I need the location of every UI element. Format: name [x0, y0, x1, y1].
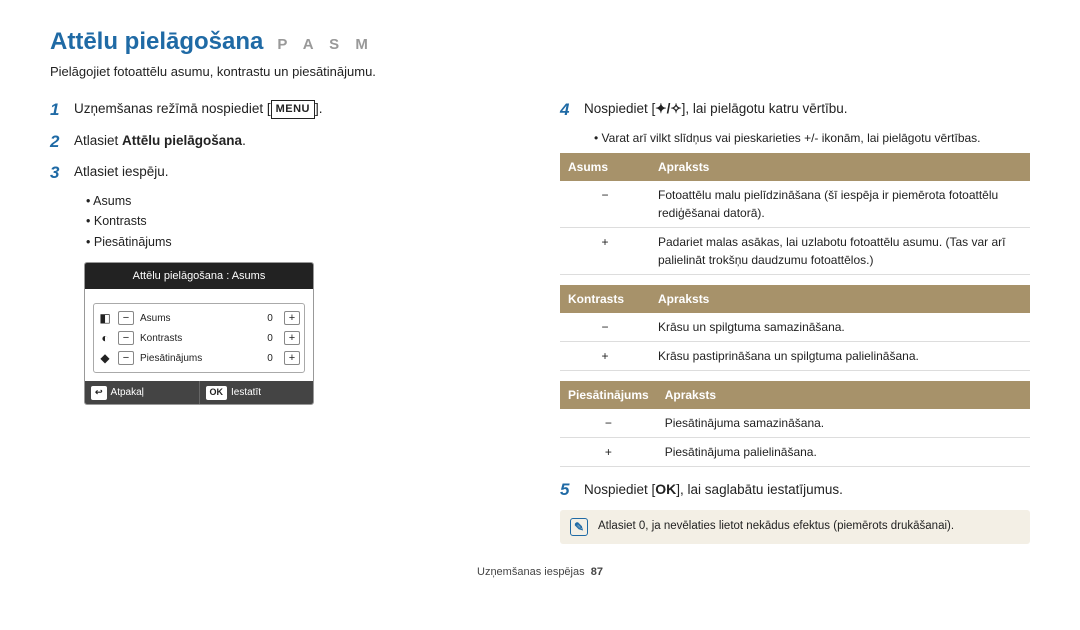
- menu-icon: MENU: [271, 100, 315, 119]
- back-key-icon: ↩: [91, 386, 107, 400]
- plus-button[interactable]: +: [284, 311, 300, 325]
- row-label: Piesātinājums: [140, 351, 256, 366]
- table-row: +Piesātinājuma palielināšana.: [560, 437, 1030, 466]
- table-row: +Padariet malas asākas, lai uzlabotu fot…: [560, 227, 1030, 274]
- minus-button[interactable]: −: [118, 311, 134, 325]
- step-number: 4: [560, 97, 576, 123]
- step-text: Nospiediet [: [584, 101, 655, 116]
- info-note: ✎ Atlasiet 0, ja nevēlaties lietot nekād…: [560, 510, 1030, 544]
- step-number: 2: [50, 129, 66, 155]
- cell-desc: Piesātinājuma samazināšana.: [657, 409, 1030, 438]
- table-row: −Krāsu un spilgtuma samazināšana.: [560, 313, 1030, 342]
- step-text-bold: Attēlu pielāgošana: [122, 133, 242, 148]
- minus-button[interactable]: −: [118, 351, 134, 365]
- screenshot-footer: ↩ Atpakaļ OKIestatīt: [85, 381, 313, 404]
- list-item: Piesātinājums: [86, 233, 520, 252]
- cell-sign: +: [560, 227, 650, 274]
- plus-button[interactable]: +: [284, 331, 300, 345]
- table-contrast: KontrastsApraksts −Krāsu un spilgtuma sa…: [560, 285, 1030, 371]
- cell-desc: Fotoattēlu malu pielīdzināšana (šī iespē…: [650, 181, 1030, 228]
- th-option: Piesātinājums: [560, 381, 657, 409]
- th-option: Kontrasts: [560, 285, 650, 313]
- mode-indicator: P A S M: [277, 36, 373, 53]
- adjust-row-saturation: ◆ − Piesātinājums 0 +: [98, 348, 300, 368]
- step-text: ].: [315, 101, 323, 116]
- note-icon: ✎: [570, 518, 588, 536]
- adjust-panel: ◧ − Asums 0 + ◐ − Kontrasts 0 +: [93, 303, 305, 373]
- row-value: 0: [262, 351, 278, 366]
- list-item: Asums: [86, 192, 520, 211]
- table-row: −Piesātinājuma samazināšana.: [560, 409, 1030, 438]
- row-label: Asums: [140, 311, 256, 326]
- step-text: Nospiediet [: [584, 482, 655, 497]
- screenshot-header: Attēlu pielāgošana : Asums: [85, 263, 313, 290]
- option-list: Asums Kontrasts Piesātinājums: [86, 192, 520, 252]
- ok-label: Iestatīt: [231, 385, 261, 400]
- camera-screenshot: Attēlu pielāgošana : Asums ◧ − Asums 0 +…: [84, 262, 314, 406]
- minus-button[interactable]: −: [118, 331, 134, 345]
- back-label: Atpakaļ: [111, 385, 144, 400]
- adjust-row-contrast: ◐ − Kontrasts 0 +: [98, 328, 300, 348]
- sharpness-icon: ◧: [98, 309, 112, 327]
- th-desc: Apraksts: [650, 285, 1030, 313]
- step-2: 2 Atlasiet Attēlu pielāgošana.: [50, 129, 520, 155]
- step-text: Atlasiet iespēju.: [74, 160, 169, 182]
- table-sharpness: AsumsApraksts −Fotoattēlu malu pielīdzin…: [560, 153, 1030, 275]
- step-1: 1 Uzņemšanas režīmā nospiediet [MENU].: [50, 97, 520, 123]
- row-label: Kontrasts: [140, 331, 256, 346]
- page-subtitle: Pielāgojiet fotoattēlu asumu, kontrastu …: [50, 64, 1030, 79]
- step-4: 4 Nospiediet [✦/✧], lai pielāgotu katru …: [560, 97, 1030, 123]
- contrast-icon: ◐: [98, 329, 112, 347]
- list-item: Kontrasts: [86, 212, 520, 231]
- step-3: 3 Atlasiet iespēju.: [50, 160, 520, 186]
- page-footer: Uzņemšanas iespējas 87: [50, 566, 1030, 578]
- table-row: −Fotoattēlu malu pielīdzināšana (šī iesp…: [560, 181, 1030, 228]
- cell-desc: Krāsu un spilgtuma samazināšana.: [650, 313, 1030, 342]
- adjust-row-sharpness: ◧ − Asums 0 +: [98, 308, 300, 328]
- step-text: .: [242, 133, 246, 148]
- note-text: Atlasiet 0, ja nevēlaties lietot nekādus…: [598, 518, 954, 536]
- plus-button[interactable]: +: [284, 351, 300, 365]
- th-desc: Apraksts: [650, 153, 1030, 181]
- step-number: 5: [560, 477, 576, 503]
- step-number: 3: [50, 160, 66, 186]
- cell-desc: Piesātinājuma palielināšana.: [657, 437, 1030, 466]
- cell-sign: +: [560, 341, 650, 370]
- cell-sign: −: [560, 313, 650, 342]
- step-number: 1: [50, 97, 66, 123]
- adjust-symbols-icon: ✦/✧: [655, 101, 681, 116]
- th-option: Asums: [560, 153, 650, 181]
- page-title: Attēlu pielāgošana: [50, 28, 263, 56]
- ok-icon: OK: [655, 481, 676, 497]
- ok-key-icon: OK: [206, 386, 228, 400]
- step-4-note: Varat arī vilkt slīdņus vai pieskarietie…: [594, 129, 1030, 147]
- cell-desc: Krāsu pastiprināšana un spilgtuma paliel…: [650, 341, 1030, 370]
- step-text: Uzņemšanas režīmā nospiediet [: [74, 101, 271, 116]
- step-5: 5 Nospiediet [OK], lai saglabātu iestatī…: [560, 477, 1030, 503]
- page-number: 87: [591, 566, 603, 578]
- step-text: ], lai saglabātu iestatījumus.: [676, 482, 843, 497]
- cell-sign: +: [560, 437, 657, 466]
- table-saturation: PiesātinājumsApraksts −Piesātinājuma sam…: [560, 381, 1030, 467]
- step-text: Atlasiet: [74, 133, 122, 148]
- row-value: 0: [262, 311, 278, 326]
- step-text: ], lai pielāgotu katru vērtību.: [682, 101, 848, 116]
- cell-desc: Padariet malas asākas, lai uzlabotu foto…: [650, 227, 1030, 274]
- saturation-icon: ◆: [98, 349, 112, 367]
- table-row: +Krāsu pastiprināšana un spilgtuma palie…: [560, 341, 1030, 370]
- row-value: 0: [262, 331, 278, 346]
- cell-sign: −: [560, 409, 657, 438]
- th-desc: Apraksts: [657, 381, 1030, 409]
- footer-text: Uzņemšanas iespējas: [477, 566, 585, 578]
- cell-sign: −: [560, 181, 650, 228]
